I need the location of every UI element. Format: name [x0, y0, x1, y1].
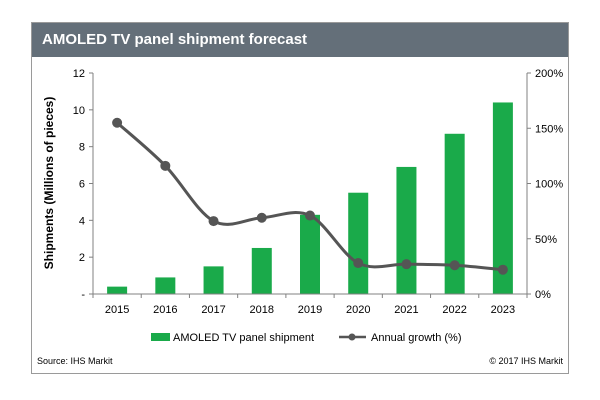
y-left-tick-label: 8 [79, 142, 85, 154]
legend-line-label: Annual growth (%) [371, 332, 462, 344]
y-left-tick-label: 12 [73, 68, 85, 80]
legend-bar-label: AMOLED TV panel shipment [173, 332, 314, 344]
legend-bar-swatch [151, 333, 170, 341]
growth-point [305, 210, 315, 221]
y-right-tick-label: 150% [535, 123, 563, 135]
bar [107, 286, 128, 294]
source-note: Source: IHS Markit [37, 356, 113, 366]
x-tick-label: 2021 [394, 304, 418, 316]
y-left-tick-label: 4 [79, 215, 85, 227]
y-left-tick-label: 6 [79, 179, 85, 191]
y-axis-label: Shipments (Millions of pieces) [42, 97, 56, 270]
bar [492, 102, 513, 294]
y-left-tick-label: - [81, 289, 85, 301]
growth-point [353, 258, 364, 269]
x-tick-label: 2023 [491, 304, 515, 316]
chart-frame: AMOLED TV panel shipment forecast [31, 22, 569, 374]
x-tick-label: 2015 [105, 304, 129, 316]
bar [348, 192, 369, 294]
copyright-note: © 2017 IHS Markit [489, 356, 563, 366]
bar [251, 247, 272, 294]
bar [203, 266, 224, 294]
growth-point [256, 212, 267, 223]
growth-point [449, 260, 460, 271]
growth-point [208, 216, 219, 227]
bar [396, 166, 417, 294]
y-right-tick-label: 200% [535, 68, 563, 80]
growth-point [160, 160, 171, 171]
growth-point [112, 117, 123, 128]
bar [155, 277, 176, 294]
growth-point [497, 264, 508, 275]
y-right-tick-label: 50% [535, 234, 557, 246]
x-tick-label: 2019 [298, 304, 322, 316]
y-right-tick-label: 100% [535, 179, 563, 191]
legend-line-marker [348, 333, 356, 341]
chart-title: AMOLED TV panel shipment forecast [32, 23, 568, 57]
bar [300, 214, 320, 294]
growth-point [401, 259, 412, 270]
y-left-tick-label: 2 [79, 252, 85, 264]
bar [444, 133, 465, 294]
y-left-tick-label: 10 [73, 105, 85, 117]
x-tick-label: 2016 [153, 304, 177, 316]
x-tick-label: 2018 [250, 304, 274, 316]
y-right-tick-label: 0% [535, 289, 551, 301]
x-tick-label: 2017 [201, 304, 225, 316]
x-tick-label: 2022 [442, 304, 466, 316]
x-tick-label: 2020 [346, 304, 370, 316]
legend: AMOLED TV panel shipment Annual growth (… [151, 332, 462, 344]
